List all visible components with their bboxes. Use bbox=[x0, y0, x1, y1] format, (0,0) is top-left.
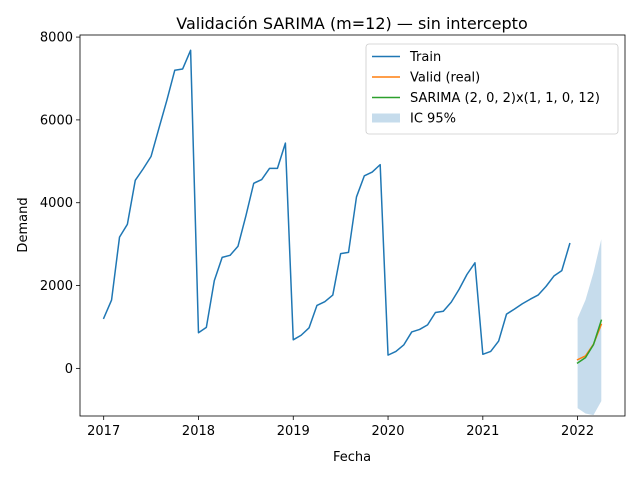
y-tick-label: 4000 bbox=[40, 196, 73, 211]
legend-label: SARIMA (2, 0, 2)x(1, 1, 0, 12) bbox=[410, 91, 600, 106]
legend: Train Valid (real) SARIMA (2, 0, 2)x(1, 1,… bbox=[365, 43, 619, 135]
x-tick-label: 2020 bbox=[371, 424, 404, 439]
series-line-sarima-2-0-2-x-1-1-0-12 bbox=[576, 319, 603, 365]
x-tick-label: 2019 bbox=[277, 424, 310, 439]
y-tick-label: 8000 bbox=[40, 31, 73, 46]
legend-box bbox=[365, 43, 619, 135]
legend-label: Valid (real) bbox=[410, 71, 480, 86]
series-line-train bbox=[102, 49, 571, 356]
x-tick-label: 2022 bbox=[561, 424, 594, 439]
y-tick-label: 6000 bbox=[40, 113, 73, 128]
x-tick-label: 2018 bbox=[182, 424, 215, 439]
y-axis: 0 2000 4000 6000 8000 bbox=[40, 31, 80, 377]
plot-area bbox=[102, 49, 603, 416]
legend-label: Train bbox=[409, 50, 441, 65]
x-axis-label: Fecha bbox=[333, 450, 371, 465]
x-tick-label: 2017 bbox=[87, 424, 120, 439]
axes-frame bbox=[79, 34, 626, 417]
y-tick-label: 2000 bbox=[40, 279, 73, 294]
x-axis: 2017 2018 2019 2020 2021 2022 bbox=[87, 416, 594, 439]
x-tick-label: 2021 bbox=[466, 424, 499, 439]
legend-swatch bbox=[372, 113, 400, 123]
legend-label: IC 95% bbox=[410, 112, 456, 127]
chart-title: Validación SARIMA (m=12) — sin intercept… bbox=[176, 14, 528, 33]
y-tick-label: 0 bbox=[65, 362, 73, 377]
y-axis-label: Demand bbox=[16, 197, 31, 252]
confidence-band bbox=[577, 239, 602, 416]
